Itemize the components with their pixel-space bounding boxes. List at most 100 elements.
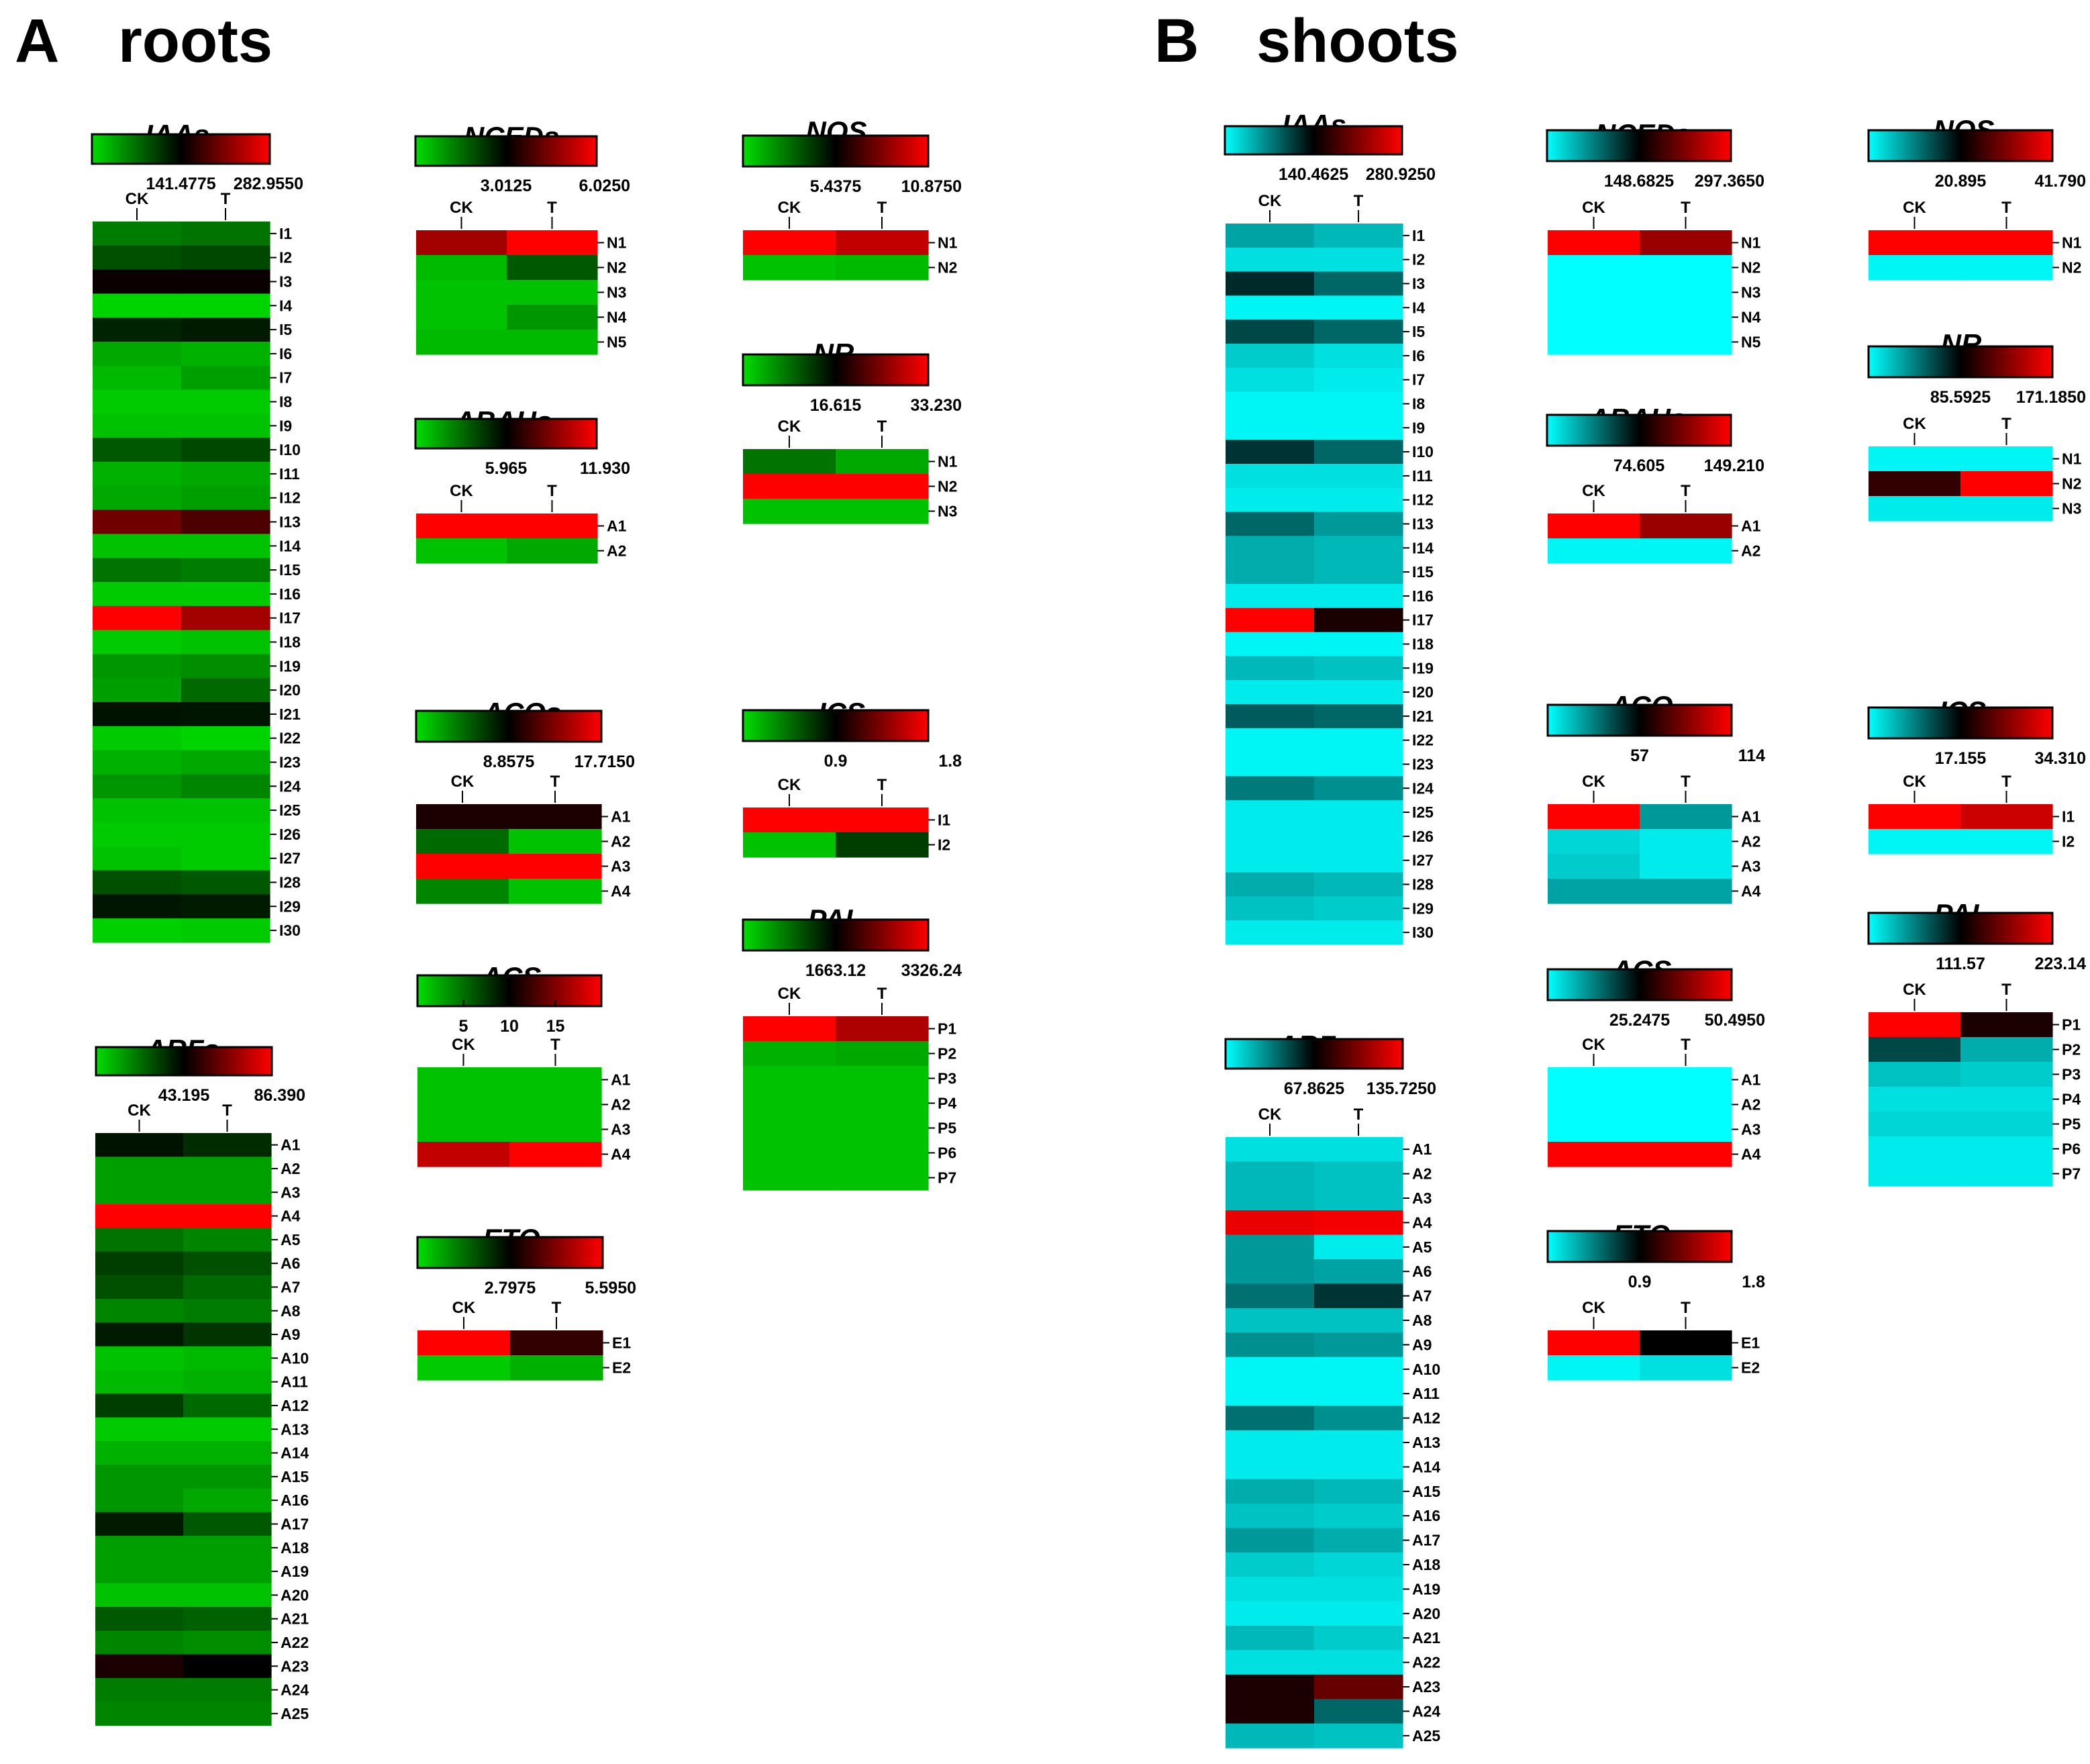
heatmap-cell <box>183 1299 272 1323</box>
column-label: T <box>1681 1036 1691 1054</box>
scale-label: 15 <box>546 1017 565 1036</box>
row-label: I18 <box>1412 636 1434 653</box>
row-label: A1 <box>1741 1071 1761 1089</box>
row-label: I1 <box>1412 227 1425 244</box>
heatmap-cell <box>93 438 182 462</box>
heatmap-cell <box>1960 829 2053 854</box>
heatmap-cell <box>183 1393 272 1418</box>
heatmap-cell <box>1869 1087 1961 1112</box>
heatmap-cell <box>1226 1406 1315 1431</box>
scale-label: 10 <box>500 1017 519 1036</box>
row-label: A24 <box>281 1681 309 1699</box>
heatmap-cell <box>1314 1723 1403 1749</box>
row-label: I3 <box>279 273 292 291</box>
row-label: I15 <box>279 561 301 579</box>
heatmap-cell <box>1640 1117 1732 1142</box>
heatmap-cell <box>1314 1577 1403 1602</box>
column-label: T <box>1681 773 1691 791</box>
row-label: P2 <box>2062 1041 2081 1059</box>
heatmap-cell <box>1640 513 1732 539</box>
heatmap-cell <box>1960 1037 2053 1063</box>
heatmap-cell <box>1314 487 1403 513</box>
heatmap-cell <box>1960 1087 2053 1112</box>
row-label: I23 <box>1412 756 1434 773</box>
heatmap-cell <box>1640 829 1732 854</box>
row-label: A2 <box>1741 542 1760 560</box>
panel-a-letter: A <box>15 7 59 75</box>
heatmap-cell <box>1314 1283 1403 1309</box>
row-label: A21 <box>1412 1629 1440 1647</box>
color-scale-bar <box>1867 912 2054 945</box>
heatmap-cell <box>1226 1504 1315 1528</box>
heatmap-cell <box>181 365 270 391</box>
heatmap-cell <box>93 654 182 679</box>
heatmap-cell <box>1226 1210 1315 1236</box>
column-label: T <box>877 776 887 794</box>
row-label: E2 <box>1741 1359 1760 1377</box>
row-label: I23 <box>279 754 301 771</box>
scale-label: 85.5925 <box>1930 388 1991 407</box>
heatmap-cell <box>93 582 182 607</box>
row-label: N2 <box>2062 259 2081 277</box>
row-label: A7 <box>1412 1287 1432 1305</box>
row-label: N4 <box>1741 309 1761 326</box>
row-label: A20 <box>281 1586 309 1604</box>
row-label: A18 <box>281 1539 309 1557</box>
row-label: A2 <box>1412 1165 1432 1183</box>
heatmap-cell <box>1314 1674 1403 1700</box>
heatmap-shoots-arfs: ARFs67.8625135.7250CKTA1A2A3A4A5A6A7A8A9… <box>1224 1030 1440 1749</box>
heatmap-cell <box>1869 1062 1961 1087</box>
heatmap-cell <box>1226 295 1315 320</box>
heatmap-cell <box>1869 804 1961 830</box>
heatmap-cell <box>509 1092 602 1118</box>
color-scale-bar <box>742 353 930 387</box>
color-scale-bar <box>1867 129 2054 162</box>
heatmap-cell <box>416 255 507 281</box>
heatmap-cell <box>1640 854 1732 879</box>
row-label: I1 <box>2062 808 2075 826</box>
row-label: N5 <box>1741 334 1761 351</box>
heatmap-cell <box>1314 607 1403 633</box>
heatmap-group: IAAs141.4775282.9550CKTI1I2I3I4I5I6I7I8I… <box>91 109 2086 1749</box>
column-label: T <box>2001 773 2011 791</box>
color-scale-bar <box>1546 1230 1733 1263</box>
heatmap-cell <box>93 485 182 511</box>
row-label: I14 <box>1412 539 1434 556</box>
heatmap-cell <box>93 509 182 534</box>
row-label: I19 <box>1412 659 1434 677</box>
row-label: A21 <box>281 1610 309 1628</box>
heatmap-cell <box>93 750 182 775</box>
row-label: A2 <box>1741 833 1760 850</box>
scale-label: 6.0250 <box>579 177 630 195</box>
heatmap-cell <box>1314 872 1403 897</box>
heatmap-cell <box>95 1204 184 1228</box>
row-label: I5 <box>279 321 292 338</box>
heatmap-cell <box>509 1117 602 1142</box>
column-label: T <box>552 1299 562 1317</box>
row-label: A19 <box>281 1563 309 1580</box>
heatmap-cell <box>509 1142 602 1167</box>
heatmap-cell <box>93 462 182 487</box>
heatmap-cell <box>417 1067 510 1093</box>
row-label: A15 <box>1412 1483 1440 1500</box>
heatmap-cell <box>1226 367 1315 393</box>
row-label: I18 <box>279 634 301 651</box>
row-label: I15 <box>1412 563 1434 581</box>
row-label: A6 <box>281 1255 300 1272</box>
heatmap-cell <box>836 499 929 524</box>
scale-label: 1663.12 <box>805 961 866 980</box>
scale-label: 280.9250 <box>1366 165 1436 184</box>
heatmap-cell <box>743 1140 836 1166</box>
heatmap-cell <box>181 654 270 679</box>
heatmap-cell <box>1960 255 2053 281</box>
column-label: CK <box>126 190 149 208</box>
row-label: A4 <box>281 1208 301 1225</box>
row-label: N2 <box>938 478 957 495</box>
scale-label: 16.615 <box>810 396 862 415</box>
heatmap-cell <box>1226 391 1315 416</box>
row-label: I13 <box>279 513 301 531</box>
heatmap-cell <box>1226 1137 1315 1162</box>
heatmap-cell <box>1640 1092 1732 1118</box>
